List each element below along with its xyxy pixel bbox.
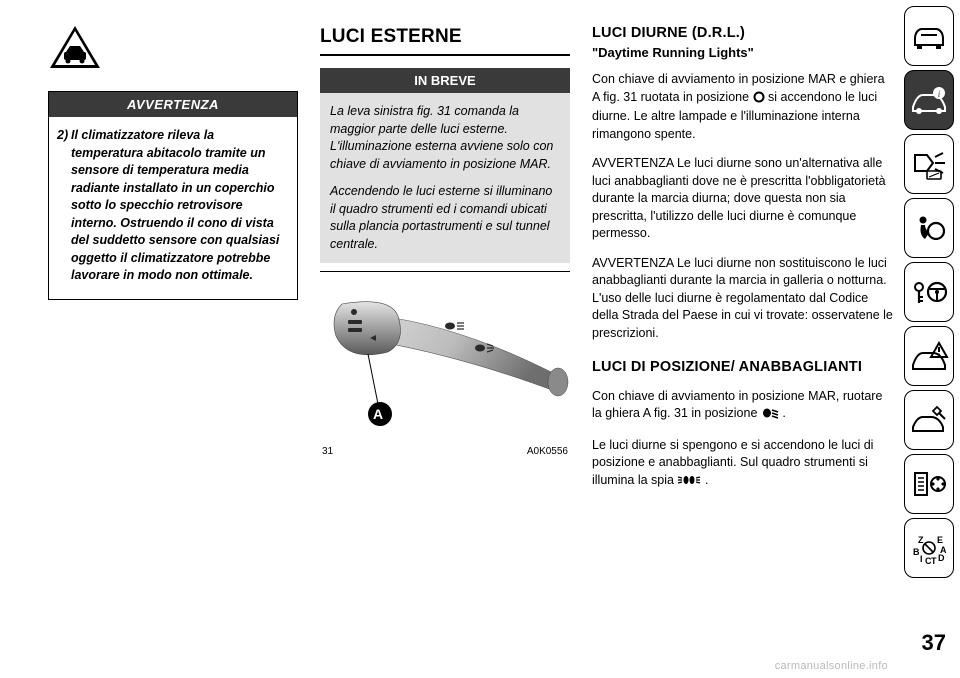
- in-breve-header: IN BREVE: [320, 68, 570, 94]
- svg-text:E: E: [937, 535, 943, 545]
- warning-header: AVVERTENZA: [49, 92, 297, 118]
- svg-text:B: B: [913, 547, 920, 557]
- drl-p3: AVVERTENZA Le luci diurne non sostituisc…: [592, 255, 894, 343]
- figure-caption: 31 A0K0556: [320, 445, 570, 459]
- warning-body: 2)Il climatizzatore rileva la temperatur…: [49, 117, 297, 299]
- svg-text:Z: Z: [918, 535, 924, 545]
- low-beam-icon: [761, 407, 779, 425]
- warning-text: Il climatizzatore rileva la temperatura …: [71, 127, 285, 285]
- section-title-luci-esterne: LUCI ESTERNE: [320, 24, 570, 56]
- warning-number: 2): [57, 127, 71, 145]
- sidebar-item-display[interactable]: [904, 134, 954, 194]
- warning-box: AVVERTENZA 2)Il climatizzatore rileva la…: [48, 91, 298, 300]
- divider: [320, 271, 570, 272]
- sidebar-item-specs[interactable]: [904, 454, 954, 514]
- figure-label-a: A: [373, 405, 383, 424]
- column-middle: LUCI ESTERNE IN BREVE La leva sinistra f…: [320, 24, 570, 668]
- figure-code: A0K0556: [527, 445, 568, 459]
- svg-text:D: D: [938, 553, 945, 563]
- sidelights-icon: [677, 474, 701, 492]
- pos-p1: Con chiave di avviamento in posizione MA…: [592, 388, 894, 425]
- in-breve-p1: La leva sinistra fig. 31 comanda la magg…: [330, 103, 560, 173]
- warning-triangle-icon: [48, 24, 298, 77]
- column-right: LUCI DIURNE (D.R.L.) "Daytime Running Li…: [592, 24, 894, 668]
- sidebar-item-car-front[interactable]: [904, 6, 954, 66]
- svg-text:T: T: [931, 556, 937, 565]
- in-breve-box: IN BREVE La leva sinistra fig. 31 comand…: [320, 68, 570, 264]
- drl-p2: AVVERTENZA Le luci diurne sono un'altern…: [592, 155, 894, 243]
- in-breve-p2: Accendendo le luci esterne si illuminano…: [330, 183, 560, 253]
- sidebar-nav: i Z E B A I C: [904, 0, 960, 678]
- heading-posizione: LUCI DI POSIZIONE/ ANABBAGLIANTI: [592, 358, 894, 378]
- sidebar-item-index[interactable]: Z E B A I C T D: [904, 518, 954, 578]
- watermark: carmanualsonline.info: [775, 659, 888, 674]
- sidebar-item-hazard[interactable]: [904, 326, 954, 386]
- page-number: 37: [922, 628, 946, 658]
- heading-drl-sub: "Daytime Running Lights": [592, 44, 894, 62]
- figure-number: 31: [322, 445, 333, 459]
- svg-text:I: I: [920, 554, 923, 564]
- drl-p1: Con chiave di avviamento in posizione MA…: [592, 71, 894, 143]
- circle-o-icon: [753, 91, 765, 109]
- column-left: AVVERTENZA 2)Il climatizzatore rileva la…: [48, 24, 298, 668]
- in-breve-body: La leva sinistra fig. 31 comanda la magg…: [320, 93, 570, 263]
- heading-drl: LUCI DIURNE (D.R.L.): [592, 24, 894, 44]
- pos-p2: Le luci diurne si spengono e si accendon…: [592, 437, 894, 492]
- figure-lever: A: [320, 286, 570, 441]
- sidebar-item-service[interactable]: [904, 390, 954, 450]
- sidebar-item-car-info[interactable]: i: [904, 70, 954, 130]
- sidebar-item-key-wheel[interactable]: [904, 262, 954, 322]
- sidebar-item-airbag[interactable]: [904, 198, 954, 258]
